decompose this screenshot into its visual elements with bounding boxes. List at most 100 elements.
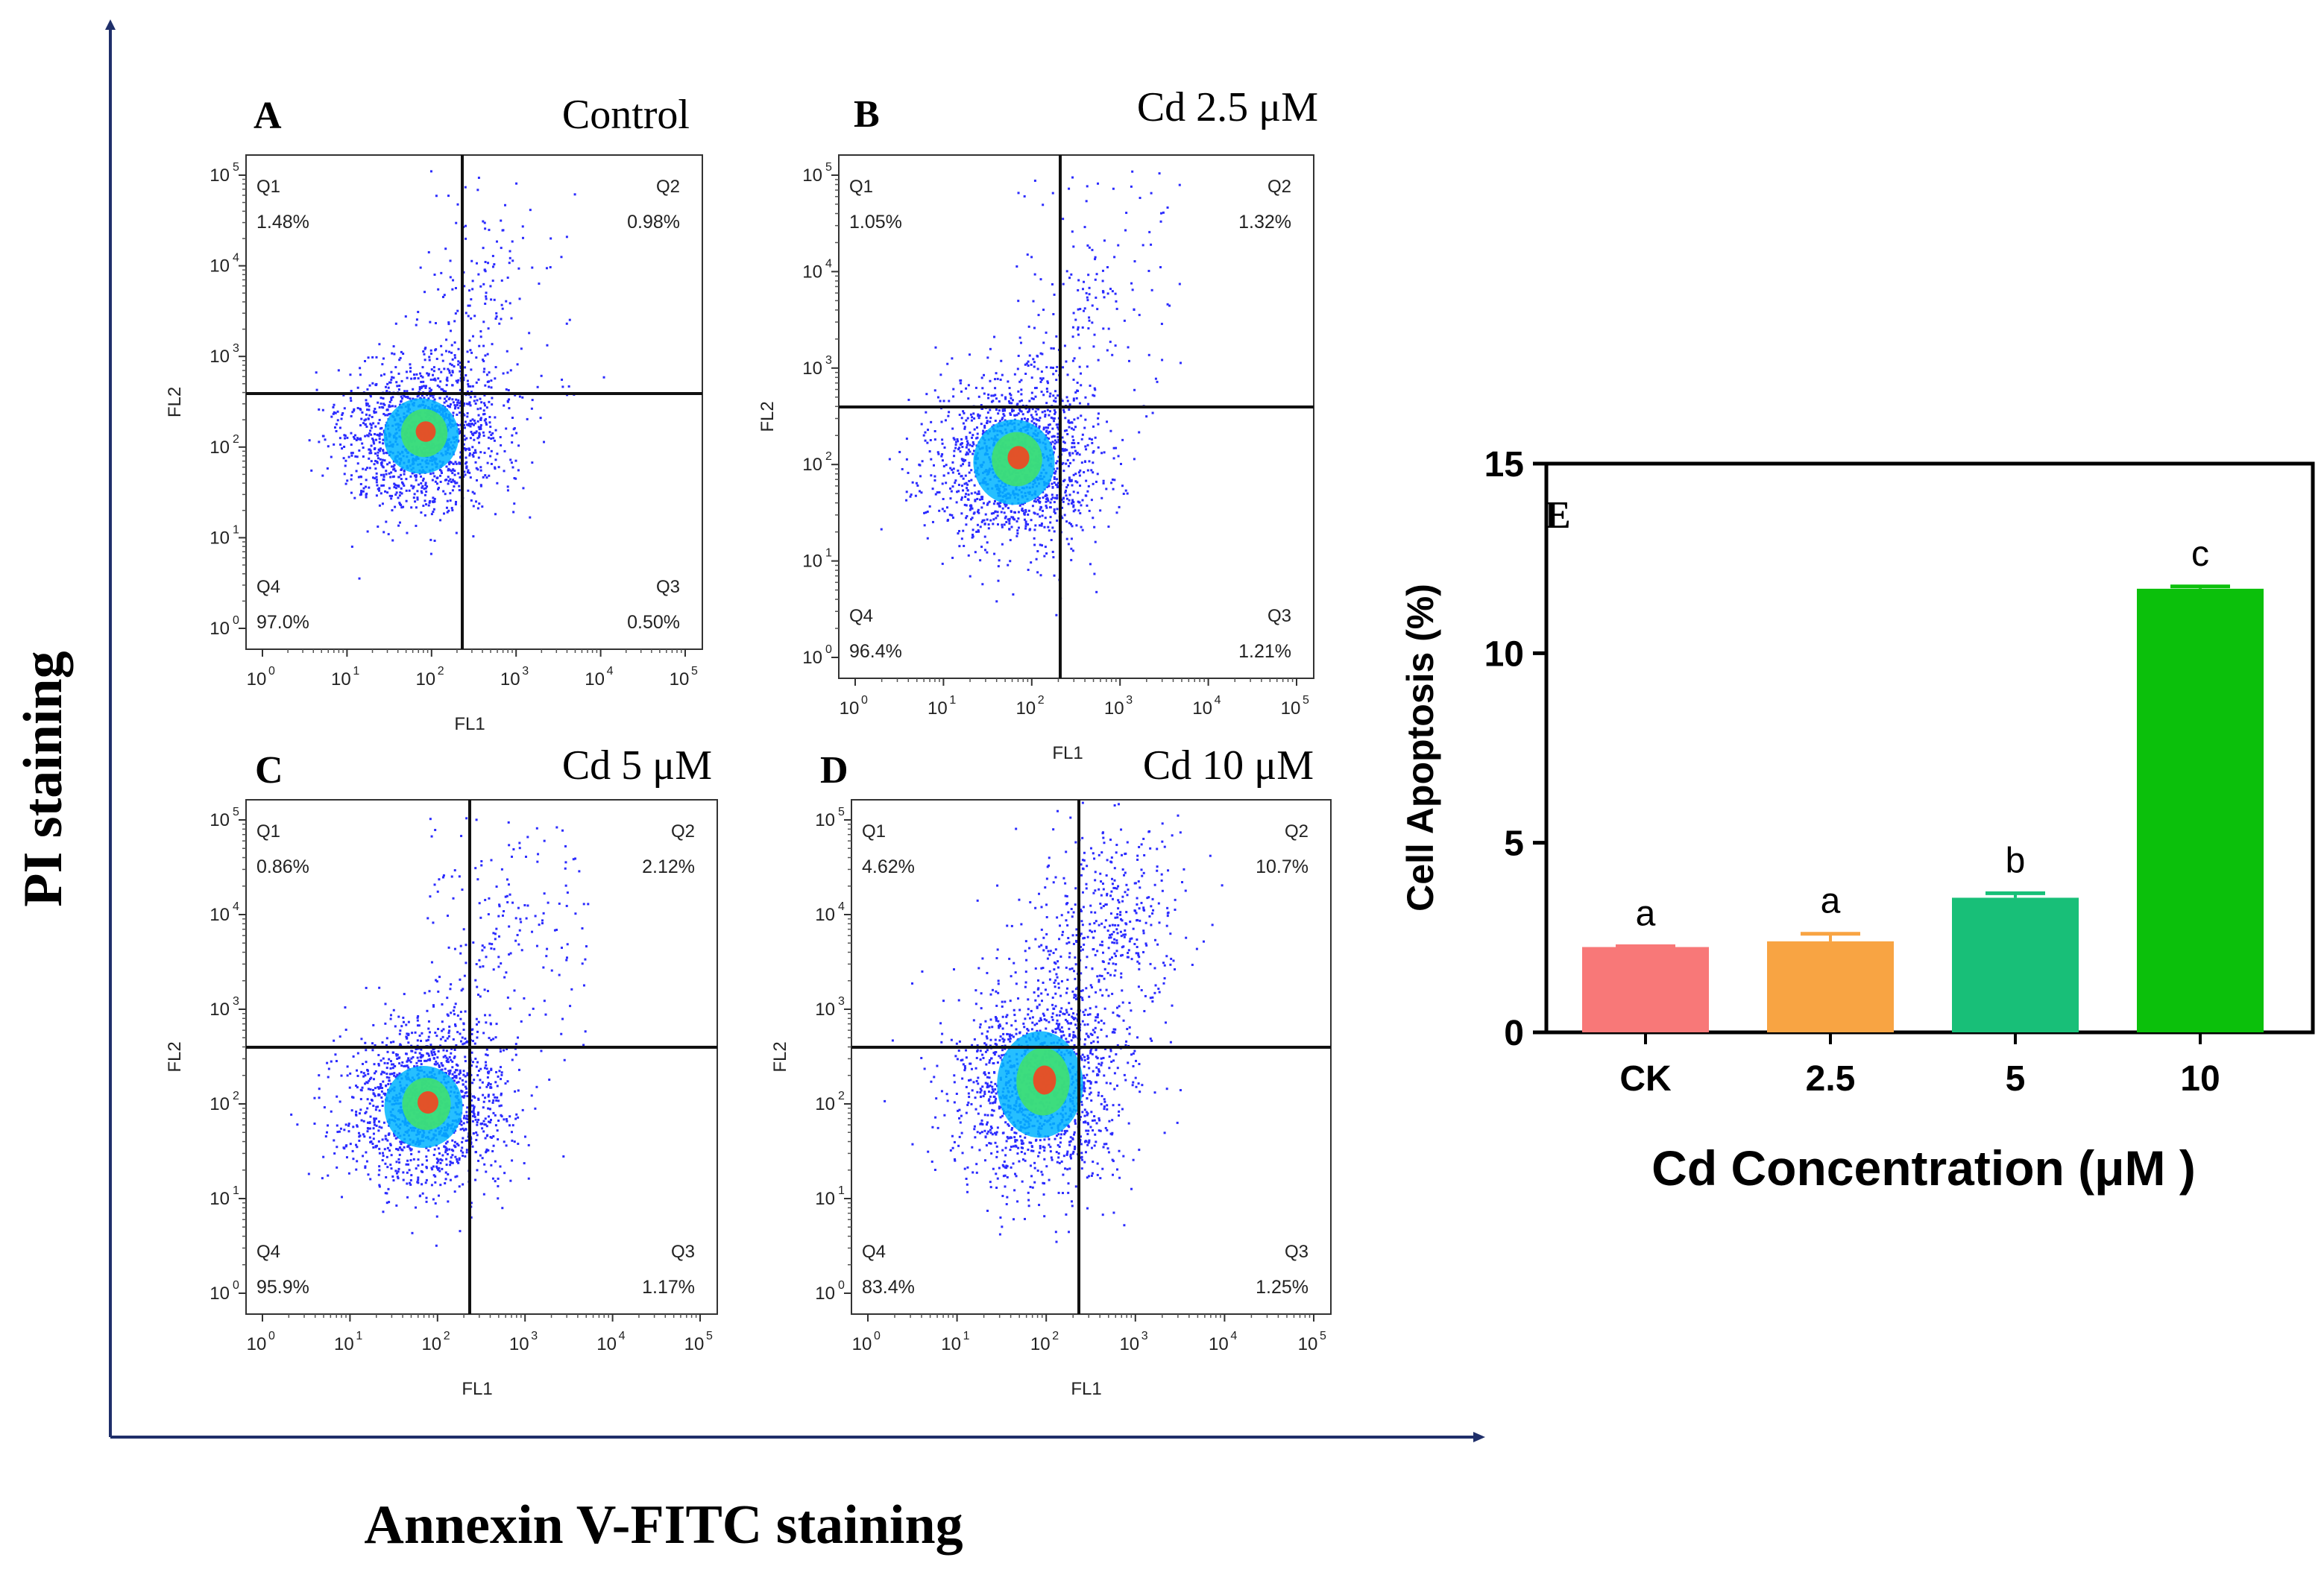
flow-dot xyxy=(1089,293,1091,295)
flow-dot xyxy=(476,1124,478,1126)
flow-dot xyxy=(448,370,450,372)
flow-dot xyxy=(974,499,976,501)
flow-dot xyxy=(972,528,974,531)
flow-dot xyxy=(998,565,1000,567)
flow-dot xyxy=(1108,328,1110,330)
flow-dot xyxy=(492,265,494,268)
flow-dot xyxy=(361,443,363,445)
flow-dot xyxy=(1064,417,1066,419)
flow-dot xyxy=(953,450,955,452)
flow-dot xyxy=(336,1060,338,1062)
flow-dot xyxy=(382,397,385,400)
flow-dot xyxy=(437,1028,439,1030)
flow-dot xyxy=(1076,453,1078,455)
flow-dot xyxy=(415,1032,417,1034)
flow-dot xyxy=(1015,265,1018,268)
flow-dot xyxy=(365,987,368,989)
flow-dot xyxy=(986,541,989,543)
flow-dot xyxy=(341,447,343,449)
flow-dot xyxy=(494,1096,496,1099)
flow-dot xyxy=(585,945,588,947)
flow-dot xyxy=(993,553,995,555)
flow-dot xyxy=(1072,245,1074,247)
flow-dot xyxy=(399,1029,401,1032)
flow-dot xyxy=(1044,410,1046,412)
flow-dot xyxy=(391,539,394,541)
flow-dot xyxy=(1130,186,1133,188)
flow-dot xyxy=(997,523,999,525)
flow-dot xyxy=(1004,397,1007,399)
flow-dot xyxy=(447,405,449,407)
flow-dot xyxy=(449,405,451,408)
flow-dot xyxy=(485,423,488,426)
flow-dot xyxy=(366,408,368,411)
flow-dot xyxy=(957,448,960,450)
flow-dot xyxy=(378,1169,380,1171)
flow-dot xyxy=(477,1160,479,1162)
flow-dot xyxy=(425,482,427,484)
flow-dot xyxy=(376,1125,378,1127)
flow-dot xyxy=(1050,516,1052,518)
flow-dot xyxy=(1051,483,1053,485)
flow-dot xyxy=(1018,527,1020,529)
flow-dot xyxy=(940,421,942,423)
flow-dot xyxy=(583,985,585,987)
flow-dot xyxy=(546,344,548,347)
flow-dot xyxy=(434,398,436,400)
x-tick-exponent: 2 xyxy=(438,665,444,678)
flow-dot xyxy=(473,1111,475,1114)
flow-dot xyxy=(497,966,500,968)
flow-dot xyxy=(1012,593,1014,596)
flow-dot xyxy=(366,1161,368,1163)
flow-dot xyxy=(1033,365,1036,367)
flow-dot xyxy=(424,494,426,496)
flow-dot xyxy=(514,1118,517,1120)
flow-dot xyxy=(519,929,521,932)
flow-dot xyxy=(380,1059,382,1061)
flow-dot xyxy=(974,551,977,553)
y-tick-exponent: 3 xyxy=(825,354,832,367)
flow-dot xyxy=(368,432,371,435)
flow-dot xyxy=(432,1199,435,1201)
flow-dot xyxy=(1113,457,1115,459)
flow-dot xyxy=(347,1130,350,1132)
flow-dot xyxy=(459,402,461,404)
flow-dot xyxy=(373,1133,375,1135)
flow-dot xyxy=(377,1129,380,1131)
flow-dot xyxy=(1103,451,1106,453)
flow-dot xyxy=(490,1164,492,1167)
flow-dot xyxy=(981,583,983,585)
flow-dot xyxy=(426,1010,428,1012)
flow-dot xyxy=(1018,511,1020,514)
flow-dot xyxy=(1016,532,1018,534)
flow-dot xyxy=(481,505,483,508)
flow-dot xyxy=(439,1184,441,1186)
flow-dot xyxy=(374,452,377,455)
quadrant-name-q1: Q1 xyxy=(849,177,873,197)
flow-dot xyxy=(343,446,345,448)
flow-dot xyxy=(495,366,497,368)
flow-dot xyxy=(390,371,392,373)
flow-dot xyxy=(491,343,494,345)
flow-dot xyxy=(419,1195,421,1197)
flow-dot xyxy=(375,1106,377,1108)
flow-dot xyxy=(402,1017,404,1019)
flow-dot xyxy=(965,388,967,390)
flow-dot xyxy=(472,535,474,537)
flow-dot xyxy=(396,385,398,387)
flow-dot xyxy=(531,408,533,410)
flow-dot xyxy=(436,482,438,484)
flow-dot xyxy=(1083,310,1085,312)
flow-dot xyxy=(465,461,467,464)
flow-dot xyxy=(980,506,983,508)
flow-dot xyxy=(930,458,932,461)
flow-dot xyxy=(406,1037,408,1039)
flow-dot xyxy=(518,842,520,844)
flow-dot xyxy=(528,1178,530,1180)
flow-dot xyxy=(965,420,967,422)
flow-dot xyxy=(500,1050,502,1052)
flow-dot xyxy=(1078,502,1080,504)
flow-dot xyxy=(387,1147,389,1149)
flow-dot xyxy=(365,479,368,481)
flow-dot xyxy=(415,1052,417,1054)
